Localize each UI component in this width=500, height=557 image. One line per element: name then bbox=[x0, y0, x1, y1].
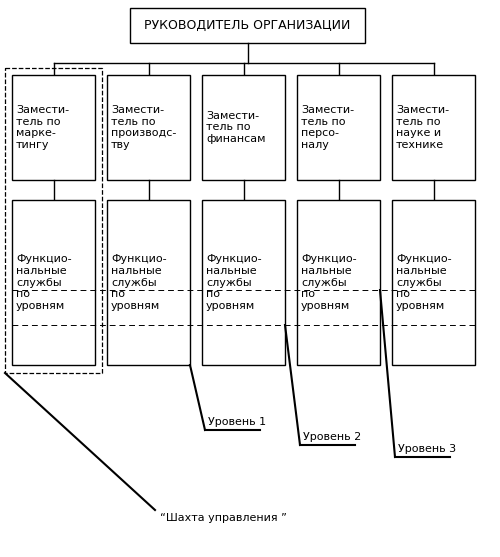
Text: Функцио-
нальные
службы
по
уровням: Функцио- нальные службы по уровням bbox=[206, 255, 262, 311]
Bar bbox=[392, 75, 475, 180]
Text: Замести-
тель по
марке-
тингу: Замести- тель по марке- тингу bbox=[16, 105, 69, 150]
Bar bbox=[12, 75, 95, 180]
Text: Уровень 2: Уровень 2 bbox=[303, 432, 361, 442]
Bar bbox=[392, 200, 475, 365]
Text: Функцио-
нальные
службы
по
уровням: Функцио- нальные службы по уровням bbox=[301, 255, 356, 311]
Text: РУКОВОДИТЕЛЬ ОРГАНИЗАЦИИ: РУКОВОДИТЕЛЬ ОРГАНИЗАЦИИ bbox=[144, 19, 350, 32]
Bar bbox=[202, 200, 285, 365]
Text: Функцио-
нальные
службы
по
уровням: Функцио- нальные службы по уровням bbox=[111, 255, 166, 311]
Bar bbox=[202, 75, 285, 180]
Text: “Шахта управления ”: “Шахта управления ” bbox=[160, 513, 287, 523]
Text: Замести-
тель по
науке и
технике: Замести- тель по науке и технике bbox=[396, 105, 449, 150]
Text: Замести-
тель по
финансам: Замести- тель по финансам bbox=[206, 111, 266, 144]
Text: Функцио-
нальные
службы
по
уровням: Функцио- нальные службы по уровням bbox=[16, 255, 72, 311]
Text: Уровень 1: Уровень 1 bbox=[208, 417, 266, 427]
Text: Функцио-
нальные
службы
по
уровням: Функцио- нальные службы по уровням bbox=[396, 255, 452, 311]
Text: Уровень 3: Уровень 3 bbox=[398, 444, 456, 454]
Text: Замести-
тель по
персо-
налу: Замести- тель по персо- налу bbox=[301, 105, 354, 150]
Bar bbox=[5, 68, 102, 373]
Bar bbox=[107, 75, 190, 180]
Bar bbox=[297, 200, 380, 365]
Bar bbox=[130, 8, 365, 43]
Bar bbox=[297, 75, 380, 180]
Text: Замести-
тель по
производс-
тву: Замести- тель по производс- тву bbox=[111, 105, 176, 150]
Bar bbox=[107, 200, 190, 365]
Bar bbox=[12, 200, 95, 365]
